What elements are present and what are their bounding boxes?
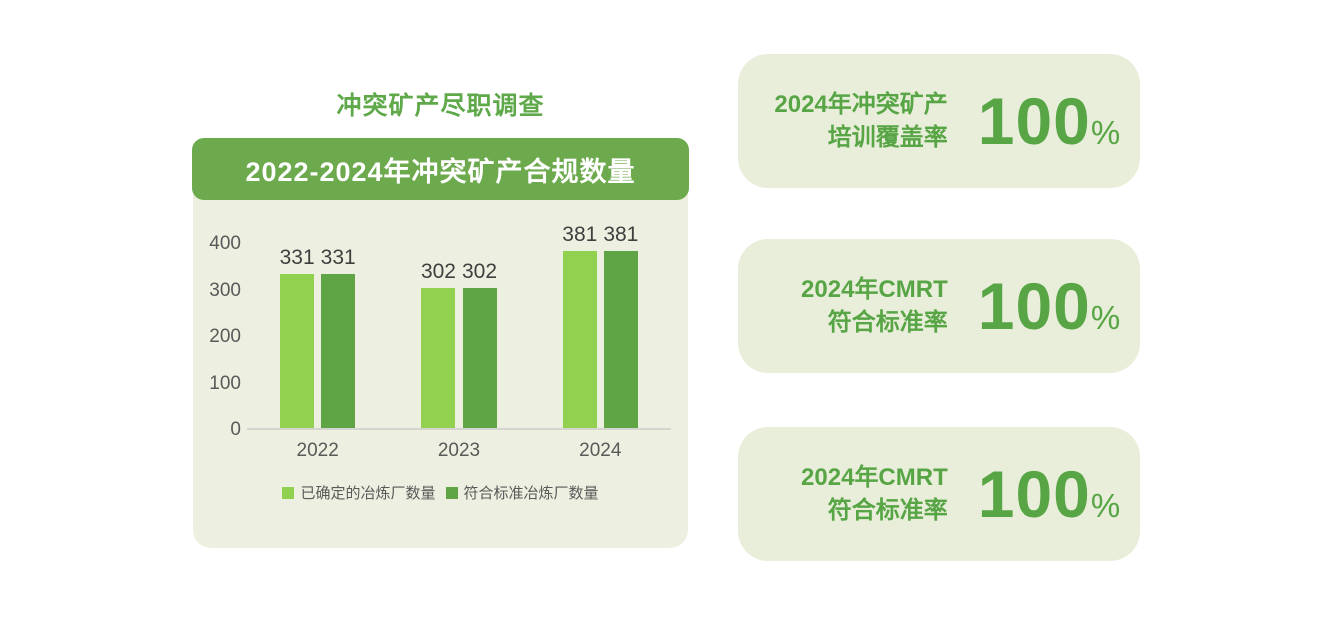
chart-panel: 2022-2024年冲突矿产合规数量 0 100 200 300 400 331 331 3… xyxy=(192,138,689,548)
page-title: 冲突矿产尽职调查 xyxy=(336,92,545,120)
stat-value-unit: % xyxy=(1090,487,1121,524)
stat-card-label-line1: 2024年冲突矿产 xyxy=(774,91,948,118)
x-tick-2024: 2024 xyxy=(579,440,622,461)
stat-value-unit: % xyxy=(1090,299,1121,336)
legend-swatch-icon xyxy=(282,486,295,499)
stat-card-value: 100 % xyxy=(978,273,1120,339)
bar-column: 381 xyxy=(562,223,597,428)
chart-legend: 已确定的冶炼厂数量 符合标准冶炼厂数量 xyxy=(193,482,688,503)
y-tick-400: 400 xyxy=(209,233,241,254)
bar-2022-series1 xyxy=(280,274,315,428)
stat-value-number: 100 xyxy=(977,269,1091,343)
bar-2022-series2 xyxy=(321,274,356,428)
stat-card-label-line1: 2024年CMRT xyxy=(801,464,948,491)
chart-panel-header: 2022-2024年冲突矿产合规数量 xyxy=(192,138,689,200)
bar-2023-series1 xyxy=(421,287,456,428)
plot-groups: 331 331 302 302 381 381 xyxy=(247,218,671,428)
stat-card-label: 2024年CMRT 符合标准率 xyxy=(758,273,948,339)
x-tick-2023: 2023 xyxy=(437,440,481,461)
y-tick-200: 200 xyxy=(209,326,241,347)
y-tick-100: 100 xyxy=(209,372,241,394)
bar-column: 381 xyxy=(603,223,638,428)
stat-card-cmrt-compliance-2: 2024年CMRT 符合标准率 100 % xyxy=(738,427,1140,561)
chart-panel-body: 0 100 200 300 400 331 331 302 302 381 381 2022 202… xyxy=(193,194,688,548)
bar-2023-series2 xyxy=(462,287,497,428)
bar-group-2022: 331 331 xyxy=(280,246,356,428)
data-label-2024-series2: 381 xyxy=(603,222,639,246)
data-label-2023-series1: 302 xyxy=(420,259,456,283)
x-tick-2022: 2022 xyxy=(296,440,339,461)
legend-swatch-icon xyxy=(445,486,458,499)
stat-card-label: 2024年CMRT 符合标准率 xyxy=(758,461,948,527)
bar-column: 331 xyxy=(280,246,315,428)
stat-value-unit: % xyxy=(1090,114,1121,151)
legend-label: 已确定的冶炼厂数量 xyxy=(300,485,436,502)
stat-card-value: 100 % xyxy=(978,88,1120,154)
y-axis: 0 100 200 300 400 xyxy=(193,233,241,440)
legend-item-2: 符合标准冶炼厂数量 xyxy=(445,482,599,503)
bar-column: 302 xyxy=(421,260,456,428)
stat-card-label-line2: 符合标准率 xyxy=(827,497,948,524)
x-axis: 2022 2023 2024 xyxy=(247,440,671,462)
y-tick-300: 300 xyxy=(209,279,241,301)
plot-area: 331 331 302 302 381 381 xyxy=(247,218,671,430)
bar-column: 302 xyxy=(462,260,497,428)
stat-card-label-line2: 符合标准率 xyxy=(827,309,948,336)
data-label-2024-series1: 381 xyxy=(562,222,598,246)
data-label-2022-series2: 331 xyxy=(320,246,356,270)
bar-column: 331 xyxy=(321,246,356,428)
stat-card-value: 100 % xyxy=(978,461,1120,527)
bar-chart: 0 100 200 300 400 331 331 302 302 381 381 2022 202… xyxy=(193,220,688,468)
y-tick-0: 0 xyxy=(230,419,241,440)
stat-value-number: 100 xyxy=(977,84,1091,158)
stat-value-number: 100 xyxy=(977,457,1091,531)
bar-2024-series2 xyxy=(603,250,638,428)
legend-item-1: 已确定的冶炼厂数量 xyxy=(282,482,436,503)
stat-card-training-coverage: 2024年冲突矿产 培训覆盖率 100 % xyxy=(738,54,1140,188)
stat-card-cmrt-compliance-1: 2024年CMRT 符合标准率 100 % xyxy=(738,239,1140,373)
data-label-2022-series1: 331 xyxy=(279,246,315,270)
stat-card-label-line1: 2024年CMRT xyxy=(801,276,948,303)
legend-label: 符合标准冶炼厂数量 xyxy=(463,485,599,502)
stat-card-label: 2024年冲突矿产 培训覆盖率 xyxy=(758,88,948,154)
stat-card-label-line2: 培训覆盖率 xyxy=(827,124,948,151)
data-label-2023-series2: 302 xyxy=(461,259,498,283)
bar-group-2023: 302 302 xyxy=(421,260,497,428)
bar-group-2024: 381 381 xyxy=(562,223,638,428)
bar-2024-series1 xyxy=(562,250,597,428)
